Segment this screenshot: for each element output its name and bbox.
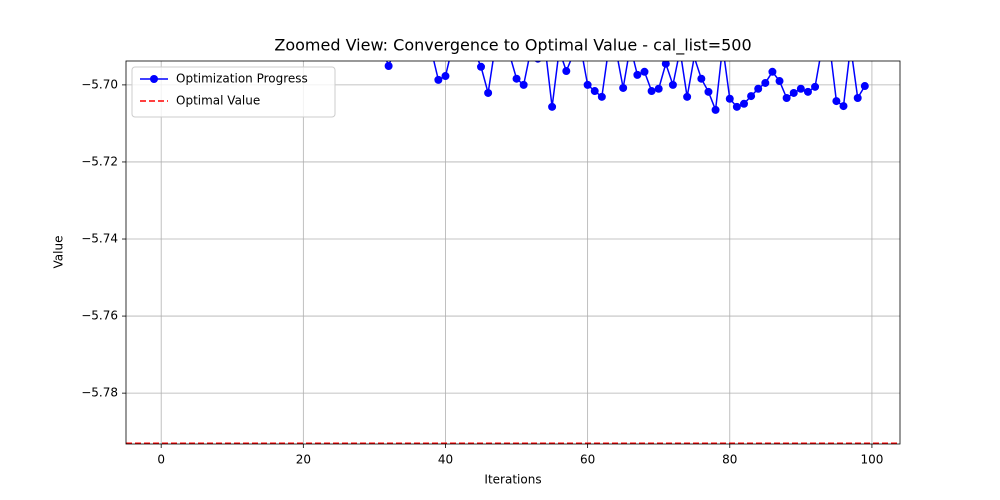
data-point <box>704 87 713 96</box>
y-axis-label: Value <box>52 236 66 269</box>
legend: Optimization Progress Optimal Value <box>131 66 336 118</box>
data-point <box>782 93 791 102</box>
data-point <box>725 94 734 103</box>
x-tick-label: 100 <box>860 453 883 467</box>
data-point <box>278 23 286 31</box>
axes-frame <box>125 60 901 445</box>
data-point <box>732 102 741 111</box>
y-tick-label: −5.70 <box>81 77 118 91</box>
data-point <box>668 80 677 89</box>
data-point <box>590 87 599 96</box>
data-point <box>697 74 706 83</box>
data-point <box>484 88 493 97</box>
data-point <box>562 67 571 76</box>
x-tick-label: 40 <box>438 453 453 467</box>
x-axis-label: Iterations <box>484 473 541 487</box>
data-point <box>441 72 450 81</box>
series-line <box>386 61 866 111</box>
x-tick-label: 20 <box>296 453 311 467</box>
data-point <box>384 62 393 71</box>
data-point <box>811 82 820 91</box>
data-point <box>853 93 862 102</box>
data-point <box>512 74 521 83</box>
data-point <box>711 105 720 114</box>
y-tick-label: −5.74 <box>81 232 118 246</box>
data-point <box>768 67 777 76</box>
data-point <box>825 39 833 47</box>
plot-area <box>126 4 900 444</box>
chart-title: Zoomed View: Convergence to Optimal Valu… <box>274 36 751 56</box>
y-tick-label: −5.78 <box>81 386 118 400</box>
data-point <box>597 92 606 101</box>
data-point <box>583 80 592 89</box>
data-point <box>271 4 279 12</box>
data-point <box>647 87 656 96</box>
data-point <box>847 42 855 50</box>
data-point <box>477 62 486 71</box>
data-point <box>860 82 869 91</box>
legend-label: Optimal Value <box>176 94 260 108</box>
data-point <box>264 4 272 12</box>
data-point <box>619 83 628 92</box>
data-point <box>434 75 443 84</box>
legend-marker <box>150 75 158 83</box>
data-point <box>548 102 557 111</box>
y-tick-label: −5.72 <box>81 154 118 168</box>
data-point <box>534 61 542 63</box>
data-point <box>818 42 826 50</box>
legend-label: Optimization Progress <box>176 72 308 86</box>
data-point <box>803 87 812 96</box>
data-point <box>832 97 841 106</box>
data-point <box>654 84 663 93</box>
data-point <box>633 70 642 79</box>
data-point <box>285 4 293 12</box>
data-point <box>683 92 692 101</box>
data-point <box>661 61 670 68</box>
data-point <box>789 88 798 97</box>
x-tick-label: 80 <box>722 453 737 467</box>
data-point <box>640 67 649 76</box>
x-tick-label: 60 <box>580 453 595 467</box>
data-point <box>754 84 763 93</box>
grid <box>126 61 900 444</box>
data-point <box>761 78 770 87</box>
data-point <box>299 27 307 35</box>
data-point <box>775 77 784 86</box>
x-tick-label: 0 <box>157 453 165 467</box>
data-point <box>292 23 300 31</box>
data-point <box>306 19 314 27</box>
data-point <box>839 102 848 111</box>
data-point <box>250 4 258 12</box>
data-point <box>519 80 528 89</box>
data-point <box>747 92 756 101</box>
data-point <box>796 84 805 93</box>
legend-box <box>131 66 336 118</box>
y-tick-label: −5.76 <box>81 309 118 323</box>
data-point <box>739 99 748 108</box>
